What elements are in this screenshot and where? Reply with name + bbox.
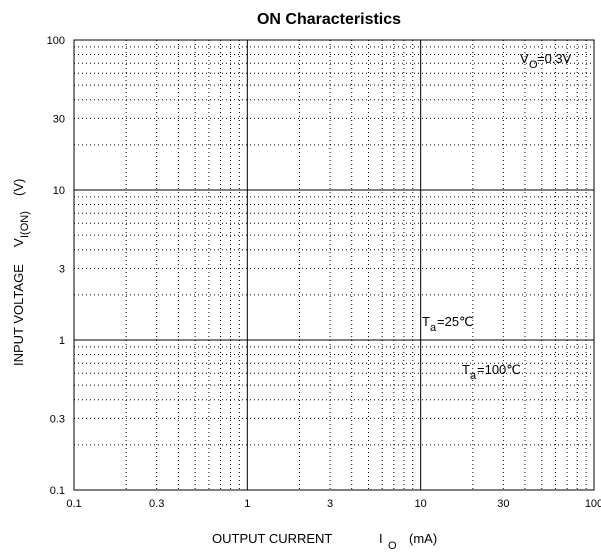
- x-tick-label: 1: [244, 498, 250, 510]
- annotation-ta25-text: =25℃: [437, 314, 474, 329]
- x-axis-label-main: OUTPUT CURRENT: [212, 531, 332, 546]
- x-axis-label-symbol: I: [379, 531, 383, 546]
- x-tick-label: 3: [327, 498, 333, 510]
- y-tick-label: 1: [59, 335, 65, 347]
- y-axis-label: INPUT VOLTAGE V I(ON) (V): [11, 179, 31, 366]
- chart-title: ON Characteristics: [257, 11, 401, 28]
- x-tick-label: 0.1: [66, 498, 81, 510]
- y-tick-label: 30: [53, 113, 65, 125]
- y-tick-label: 10: [53, 185, 65, 197]
- annotation-ta25-subscript: a: [430, 322, 437, 334]
- annotation-vo-text: =0.3V: [537, 51, 572, 66]
- y-axis-label-symbol: V: [11, 238, 26, 247]
- x-tick-label: 30: [497, 498, 509, 510]
- annotation-ta100: T a =100℃: [462, 362, 521, 382]
- annotation-vo-subscript: O: [529, 59, 538, 71]
- y-tick-label: 0.1: [50, 485, 65, 497]
- annotation-vo-symbol: V: [520, 51, 529, 66]
- annotation-ta100-text: =100℃: [477, 362, 521, 377]
- y-tick-label: 100: [47, 35, 65, 47]
- x-axis-label: OUTPUT CURRENT I O (mA): [212, 531, 437, 552]
- x-axis-label-unit: (mA): [409, 531, 437, 546]
- x-tick-label: 100: [585, 498, 601, 510]
- y-axis-label-main: INPUT VOLTAGE: [11, 264, 26, 366]
- y-tick-label: 3: [59, 263, 65, 275]
- x-tick-label: 10: [415, 498, 427, 510]
- x-tick-label: 0.3: [149, 498, 164, 510]
- annotation-vo: V O =0.3V: [520, 51, 572, 71]
- grid: [74, 40, 594, 490]
- annotation-ta100-symbol: T: [462, 362, 470, 377]
- plot-frame: [73, 39, 595, 491]
- x-axis-label-subscript: O: [388, 540, 397, 552]
- x-axis-ticks: 0.1 0.3 1 3 10 30 100: [66, 498, 601, 510]
- annotation-ta100-subscript: a: [470, 370, 477, 382]
- y-axis-label-unit: (V): [11, 179, 26, 196]
- y-axis-ticks: 0.1 0.3 1 3 10 30 100: [47, 35, 65, 497]
- annotation-ta25: T a =25℃: [422, 314, 474, 334]
- y-axis-label-subscript: I(ON): [19, 211, 31, 238]
- y-tick-label: 0.3: [50, 413, 65, 425]
- annotation-ta25-symbol: T: [422, 314, 430, 329]
